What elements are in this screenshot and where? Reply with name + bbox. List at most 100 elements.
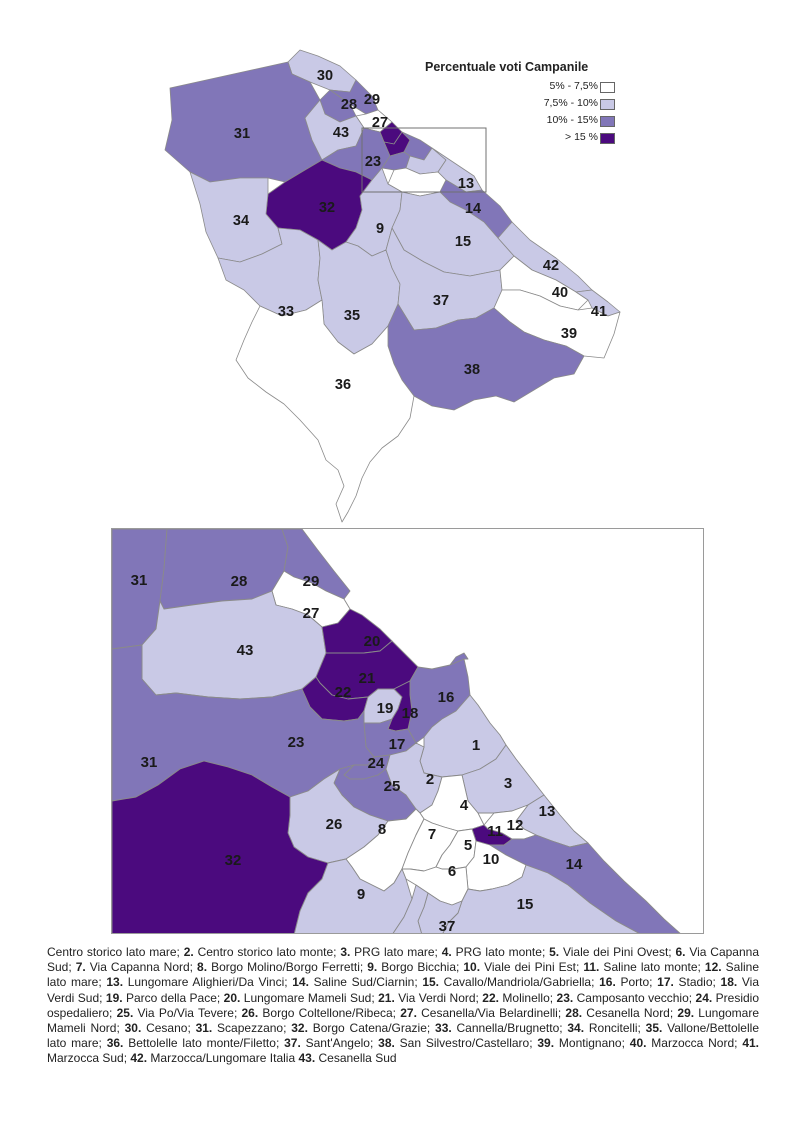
map-legend: Percentuale voti Campanile 5% - 7,5% 7,5… <box>423 60 623 146</box>
caption-entry-name: Borgo Coltellone/Ribeca; <box>258 1005 401 1020</box>
inset-label-11: 11 <box>487 823 503 840</box>
inset-label-8: 8 <box>378 821 386 838</box>
inset-label-5: 5 <box>464 837 472 854</box>
caption-entry-name: Viale dei Pini Est; <box>480 960 584 975</box>
caption-entry-number: 3. <box>340 945 351 959</box>
caption-entry-number: 42. <box>130 1051 148 1066</box>
district-9 <box>294 858 413 933</box>
caption-entry: 28. Cesanella Nord; <box>565 1006 677 1020</box>
caption-entry-number: 33. <box>435 1021 452 1036</box>
label-37: 37 <box>433 293 449 309</box>
caption-entry: 21. Via Verdi Nord; <box>378 991 482 1005</box>
label-38: 38 <box>464 362 480 378</box>
label-31: 31 <box>234 126 250 142</box>
caption-entry-number: 40. <box>629 1036 647 1051</box>
caption-entry: 7. Via Capanna Nord; <box>76 960 197 974</box>
caption-entry-number: 23. <box>556 990 574 1005</box>
caption-entry: 38. San Silvestro/Castellaro; <box>378 1036 537 1050</box>
caption-entry-name: Cannella/Brugnetto; <box>451 1021 568 1036</box>
caption-entry-number: 20. <box>223 990 241 1005</box>
caption-entry-number: 9. <box>367 960 378 975</box>
caption-entry-name: Parco della Pace; <box>122 990 224 1005</box>
caption-entry-name: Vallone/Bettolelle lato mare; <box>47 1021 759 1051</box>
caption-entry: 39. Montignano; <box>537 1036 629 1050</box>
district-key-caption: Centro storico lato mare; 2. Centro stor… <box>47 945 759 1067</box>
caption-entry: 10. Viale dei Pini Est; <box>463 960 583 974</box>
caption-entry: 43. Cesanella Sud <box>298 1051 396 1065</box>
label-43: 43 <box>333 125 349 141</box>
caption-entry-number: 7. <box>75 960 86 975</box>
label-36: 36 <box>335 377 351 393</box>
inset-label-31: 31 <box>131 572 148 589</box>
overview-map: 30 29 28 27 31 43 23 13 32 14 34 9 15 42… <box>164 49 621 523</box>
caption-entry: 30. Cesano; <box>125 1021 196 1035</box>
caption-entry: 29. Lungomare Mameli Nord; <box>47 1006 759 1035</box>
label-35: 35 <box>344 308 360 324</box>
caption-entry: 11. Saline lato monte; <box>583 960 705 974</box>
inset-label-24: 24 <box>368 755 385 772</box>
label-40: 40 <box>552 285 568 301</box>
caption-entry-number: 8. <box>197 960 208 975</box>
caption-entry-name: PRG lato monte; <box>451 945 550 959</box>
caption-entry-number: 5. <box>549 945 560 959</box>
legend-swatch <box>600 133 615 144</box>
label-29: 29 <box>364 92 380 108</box>
inset-label-10: 10 <box>483 851 500 868</box>
legend-item: 5% - 7,5% <box>423 80 623 95</box>
caption-entry-number: 10. <box>463 960 481 975</box>
caption-entry: 42. Marzocca/Lungomare Italia <box>130 1051 298 1065</box>
label-30: 30 <box>317 68 333 84</box>
legend-label: > 15 % <box>565 131 598 143</box>
inset-label-12: 12 <box>507 817 524 834</box>
caption-entry-number: 37. <box>284 1036 301 1051</box>
caption-entry-number: 25. <box>116 1005 134 1020</box>
caption-entry: 3. PRG lato mare; <box>340 945 441 959</box>
caption-entry-name: Centro storico lato mare; <box>47 945 184 959</box>
label-32: 32 <box>319 200 335 216</box>
caption-entry-name: Via Verdi Nord; <box>394 990 483 1005</box>
caption-entry: 20. Lungomare Mameli Sud; <box>224 991 378 1005</box>
inset-label-32: 32 <box>225 852 242 869</box>
caption-entry: 17. Stadio; <box>657 975 720 989</box>
caption-entry-name: Via Capanna Nord; <box>85 960 198 975</box>
inset-label-28: 28 <box>231 573 248 590</box>
caption-entry-name: PRG lato mare; <box>350 945 442 959</box>
caption-entry-name: Camposanto vecchio; <box>573 990 696 1005</box>
caption-entry-number: 43. <box>298 1051 316 1066</box>
legend-label: 7,5% - 10% <box>543 97 598 109</box>
caption-entry: 41. Marzocca Sud; <box>47 1036 759 1065</box>
caption-entry-name: Lungomare Alighieri/Da Vinci; <box>123 975 293 990</box>
caption-entry: 35. Vallone/Bettolelle lato mare; <box>47 1021 759 1050</box>
caption-entry-number: 11. <box>583 960 600 975</box>
caption-entry-number: 41. <box>742 1036 760 1051</box>
caption-entry-name: Montignano; <box>554 1036 630 1051</box>
caption-entry-number: 29. <box>677 1005 695 1020</box>
inset-label-9: 9 <box>357 886 365 903</box>
inset-label-15: 15 <box>517 896 534 913</box>
inset-label-23: 23 <box>288 734 305 751</box>
district-31 <box>164 61 323 183</box>
inset-label-25: 25 <box>384 778 401 795</box>
caption-entry-name: Saline Sud/Ciarnin; <box>308 975 423 990</box>
inset-label-43: 43 <box>237 642 254 659</box>
inset-label-16: 16 <box>438 689 455 706</box>
label-41: 41 <box>591 304 607 320</box>
caption-entry-name: Lungomare Mameli Nord; <box>47 1005 760 1036</box>
caption-entry: 12. Saline lato mare; <box>47 960 759 989</box>
caption-entry-name: Cesanella Nord; <box>582 1005 678 1020</box>
inset-label-3: 3 <box>504 775 512 792</box>
caption-entry: 26. Borgo Coltellone/Ribeca; <box>242 1006 401 1020</box>
legend-item: > 15 % <box>423 131 623 146</box>
inset-label-4: 4 <box>460 797 469 814</box>
inset-label-14: 14 <box>566 856 583 873</box>
caption-entry-name: Sant'Angelo; <box>300 1036 379 1051</box>
caption-entry-number: 18. <box>720 975 738 990</box>
inset-label-22: 22 <box>335 684 352 701</box>
label-34: 34 <box>233 213 249 229</box>
label-39: 39 <box>561 326 577 342</box>
caption-entry-name: Roncitelli; <box>584 1021 646 1036</box>
caption-entry: 2. Centro storico lato monte; <box>184 945 341 959</box>
caption-entry-name: Borgo Bicchia; <box>377 960 464 975</box>
caption-entry-number: 35. <box>645 1021 663 1036</box>
caption-entry: 37. Sant'Angelo; <box>284 1036 378 1050</box>
